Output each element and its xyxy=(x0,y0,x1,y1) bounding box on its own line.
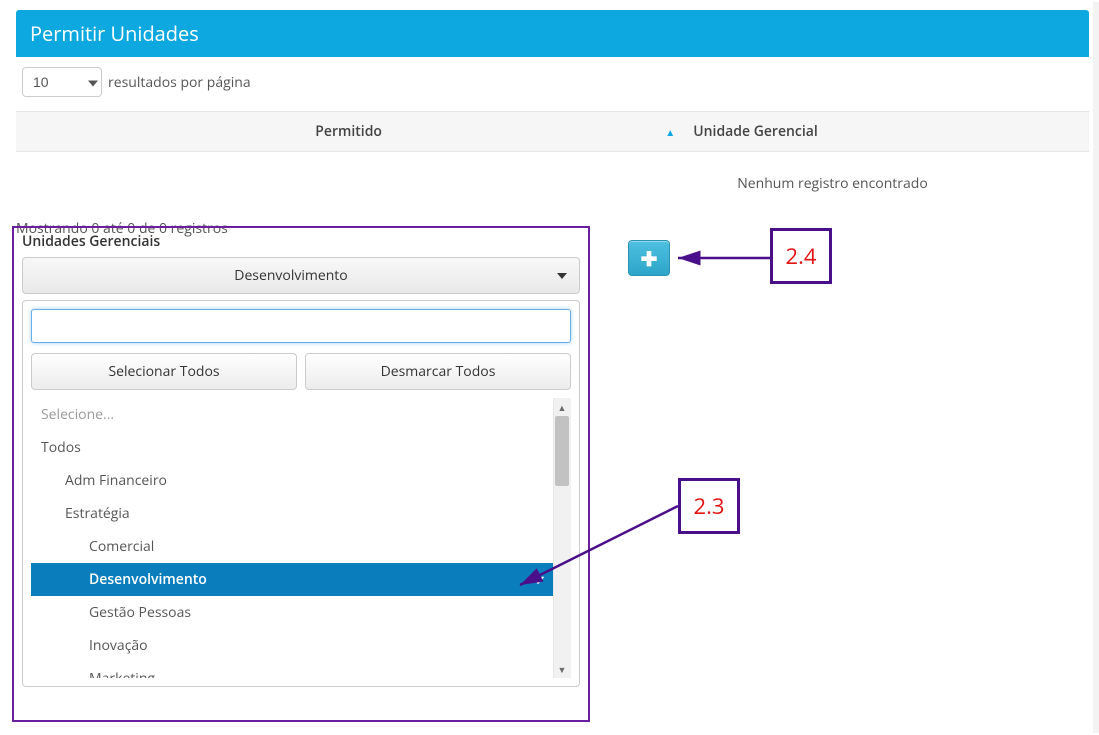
scrollbar[interactable]: ▲ ▼ xyxy=(553,398,571,678)
combo-search-input[interactable] xyxy=(31,309,571,343)
combo-option-label: Desenvolvimento xyxy=(89,570,207,589)
combo-option-gestao-pessoas[interactable]: Gestão Pessoas xyxy=(31,596,553,629)
combo-option-inovacao[interactable]: Inovação xyxy=(31,629,553,662)
scroll-up-icon[interactable]: ▲ xyxy=(553,398,571,416)
combo-toggle-button[interactable]: Desenvolvimento xyxy=(22,257,580,294)
combo-option-placeholder[interactable]: Selecione... xyxy=(31,398,553,431)
caret-down-icon xyxy=(557,273,567,279)
combo-option-list: Selecione... Todos Adm Financeiro Estrat… xyxy=(31,398,571,678)
col-unidade-gerencial[interactable]: ▲ Unidade Gerencial xyxy=(681,112,1089,151)
arrow-2-4 xyxy=(670,250,780,270)
col-unidade-label: Unidade Gerencial xyxy=(693,122,818,141)
deselect-all-button[interactable]: Desmarcar Todos xyxy=(305,353,571,390)
plus-icon: ✚ xyxy=(641,245,658,272)
right-margin xyxy=(1093,2,1099,733)
callout-2-4: 2.4 xyxy=(770,228,832,284)
unidades-gerenciais-callout: Unidades Gerenciais Desenvolvimento Sele… xyxy=(12,226,590,722)
sort-asc-icon: ▲ xyxy=(665,125,675,139)
panel-title: Permitir Unidades xyxy=(16,10,1089,57)
combo-option-comercial[interactable]: Comercial xyxy=(31,530,553,563)
combo-title: Unidades Gerenciais xyxy=(14,228,588,257)
select-all-button[interactable]: Selecionar Todos xyxy=(31,353,297,390)
combo-selected-label: Desenvolvimento xyxy=(234,266,347,285)
empty-state: Nenhum registro encontrado xyxy=(16,152,1089,215)
add-button[interactable]: ✚ xyxy=(628,240,670,276)
callout-2-3: 2.3 xyxy=(678,478,740,534)
page-length-select[interactable]: 10 xyxy=(22,67,102,97)
combo-option-desenvolvimento[interactable]: Desenvolvimento ✔ xyxy=(31,563,553,596)
combo-dropdown: Selecionar Todos Desmarcar Todos Selecio… xyxy=(22,300,580,687)
col-permitido[interactable]: Permitido xyxy=(16,112,681,151)
combo-option-estrategia[interactable]: Estratégia xyxy=(31,497,553,530)
check-icon: ✔ xyxy=(535,571,545,588)
combo-option-todos[interactable]: Todos xyxy=(31,431,553,464)
combo-option-marketing[interactable]: Marketing xyxy=(31,662,553,678)
results-per-page-row: 10 resultados por página xyxy=(16,57,1089,111)
permitir-unidades-panel: Permitir Unidades 10 resultados por pági… xyxy=(16,10,1089,238)
combo-option-adm-financeiro[interactable]: Adm Financeiro xyxy=(31,464,553,497)
scrollbar-thumb[interactable] xyxy=(555,416,569,486)
page-length-label: resultados por página xyxy=(108,73,251,92)
scroll-down-icon[interactable]: ▼ xyxy=(553,660,571,678)
table-header: Permitido ▲ Unidade Gerencial xyxy=(16,111,1089,152)
